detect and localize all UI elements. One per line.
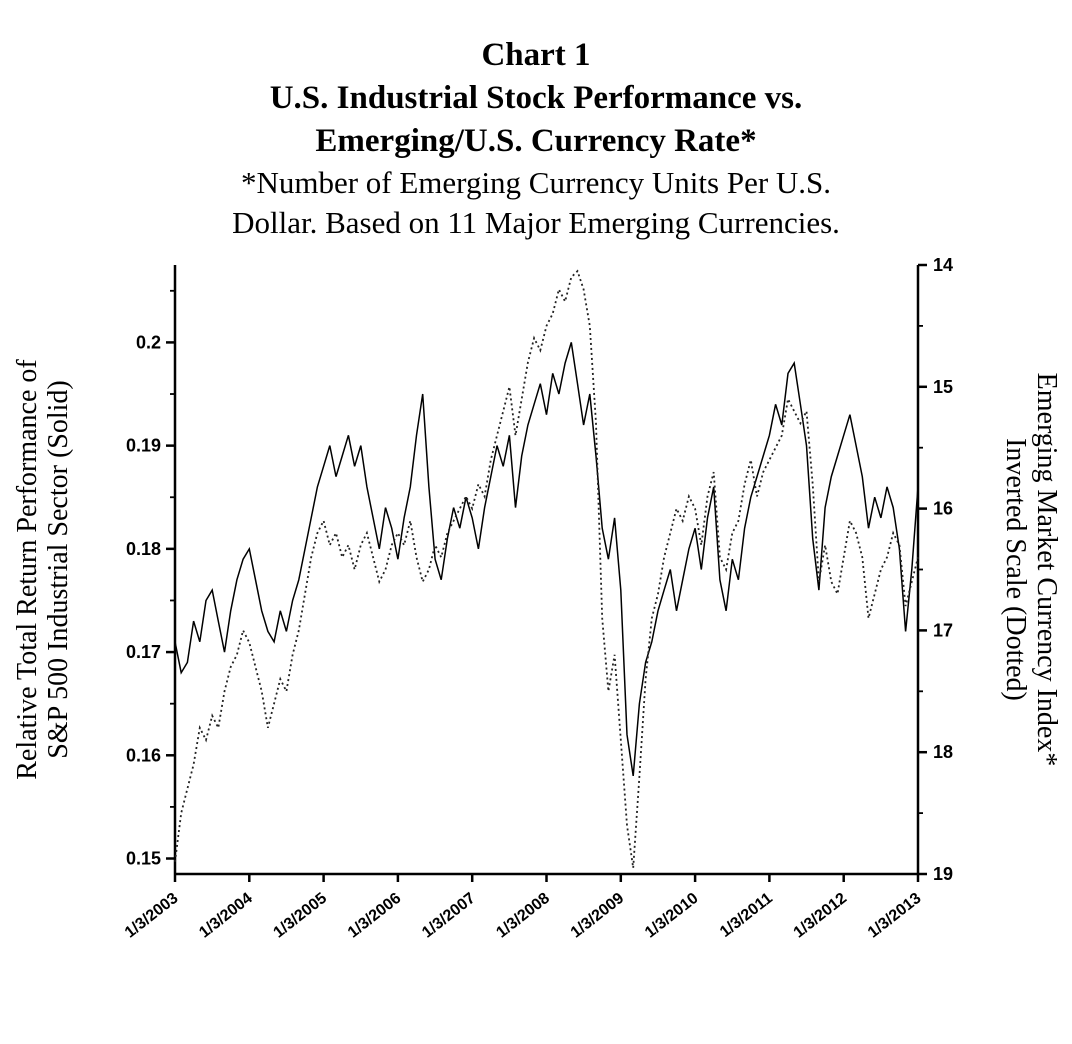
- x-axis-tick-label: 1/3/2003: [122, 890, 182, 942]
- left-axis-tick-label: 0.19: [126, 436, 161, 456]
- chart-area: Relative Total Return Performance of S&P…: [0, 249, 1072, 1013]
- chart-title-line2: Emerging/U.S. Currency Rate*: [315, 122, 757, 159]
- left-axis-tick-label: 0.15: [126, 849, 161, 869]
- left-axis-tick-label: 0.17: [126, 642, 161, 662]
- x-axis-tick-label: 1/3/2004: [196, 890, 256, 942]
- x-axis-tick-label: 1/3/2005: [271, 890, 331, 942]
- x-axis-tick-label: 1/3/2009: [568, 890, 628, 942]
- right-axis-tick-label: 19: [933, 864, 953, 884]
- chart-title-block: Chart 1 U.S. Industrial Stock Performanc…: [0, 0, 1072, 243]
- right-axis-tick-label: 17: [933, 621, 953, 641]
- line-chart-plot: 0.2 0.19 0.18 0.17 0.16 0.15 14 15 16 17 18 19 1/3/2…: [122, 255, 953, 942]
- chart-footnote-line1: *Number of Emerging Currency Units Per U…: [240, 164, 832, 200]
- left-axis-tick-label: 0.2: [136, 333, 161, 353]
- right-axis-tick-label: 15: [933, 377, 953, 397]
- x-axis-tick-label: 1/3/2012: [791, 890, 851, 942]
- right-axis-tick-label: 16: [933, 499, 953, 519]
- solid-series-line: [174, 342, 919, 777]
- x-axis-tick-label: 1/3/2011: [717, 890, 776, 941]
- left-axis-tick-label: 0.18: [126, 539, 161, 559]
- x-axis-tick-label: 1/3/2010: [642, 890, 702, 942]
- right-axis-tick-label: 14: [933, 255, 953, 275]
- chart-number-title: Chart 1: [481, 37, 591, 73]
- x-axis-tick-label: 1/3/2013: [865, 890, 925, 942]
- left-axis-tick-label: 0.16: [126, 746, 161, 766]
- x-axis-tick-label: 1/3/2006: [345, 890, 405, 942]
- x-axis-tick-label: 1/3/2007: [419, 890, 479, 942]
- chart-footnote-line2: Dollar. Based on 11 Major Emerging Curre…: [232, 204, 840, 240]
- right-axis-tick-label: 18: [933, 742, 953, 762]
- chart-title-line1: U.S. Industrial Stock Performance vs.: [269, 79, 803, 116]
- dotted-series-line: [174, 269, 919, 869]
- x-axis-tick-label: 1/3/2008: [493, 890, 553, 942]
